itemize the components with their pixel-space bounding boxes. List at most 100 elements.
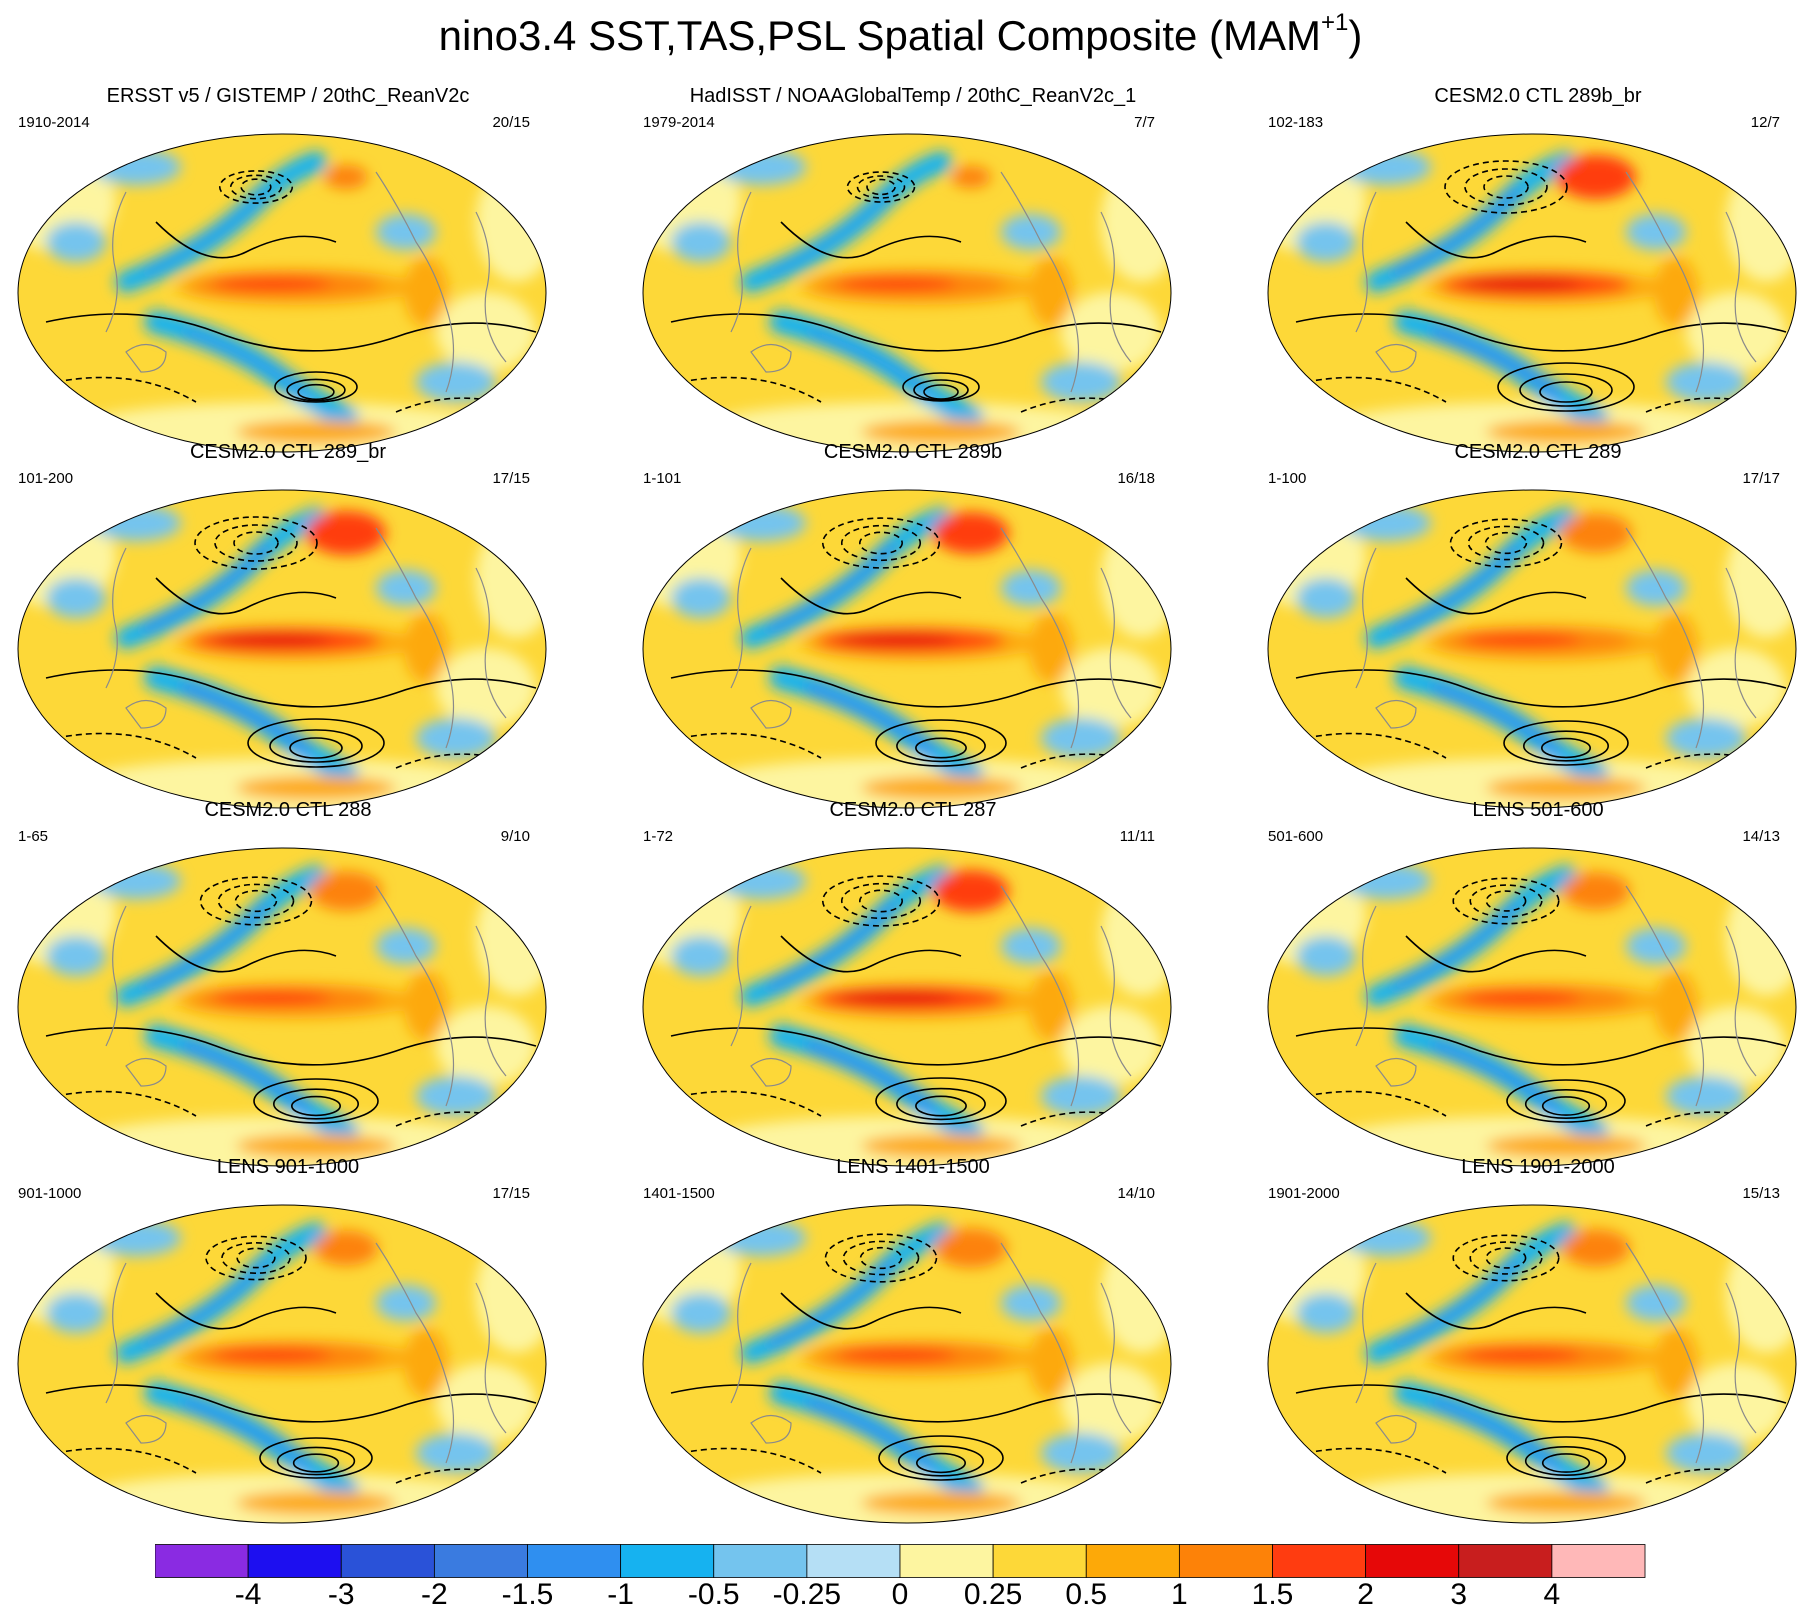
panel-years: 1-65	[18, 828, 49, 845]
coastline	[1625, 885, 1705, 1107]
colorbar-tick-label: -0.5	[687, 1578, 740, 1611]
coastlines	[105, 885, 507, 1107]
panel-years: 1-101	[643, 470, 682, 487]
warm-anomaly-core	[211, 277, 331, 291]
sst-field	[1268, 134, 1796, 452]
warm-anomaly-patch	[314, 1230, 378, 1266]
map-outline	[17, 1204, 547, 1524]
cool-anomaly-band	[1430, 1397, 1562, 1469]
psl-contour-positive	[915, 737, 967, 759]
map-panel: LENS 901-1000 901-1000 17/15	[8, 1155, 568, 1524]
coastline	[1725, 567, 1757, 719]
psl-contour-positive	[1405, 935, 1587, 973]
cool-anomaly-band	[142, 1259, 270, 1347]
warm-anomaly-patch	[1654, 613, 1698, 683]
psl-contour-negative	[55, 376, 197, 403]
psl-contour-negative	[1444, 160, 1568, 214]
map-panel: CESM2.0 CTL 289b_br 102-183 12/7	[1258, 84, 1801, 453]
anomaly-patch	[1686, 292, 1786, 372]
psl-contour-positive	[1405, 577, 1587, 615]
colorbar-swatch	[433, 1544, 528, 1578]
anomaly-patch	[1686, 1363, 1786, 1443]
psl-contour-positive	[780, 935, 962, 973]
psl-contour-positive	[1295, 669, 1787, 708]
warm-anomaly-patch	[1029, 613, 1073, 683]
map-panel: ERSST v5 / GISTEMP / 20thC_ReanV2c 1910-2…	[8, 84, 568, 453]
panel-event-count: 15/13	[1742, 1185, 1780, 1202]
colorbar-swatch	[155, 1544, 249, 1578]
psl-contour-positive	[878, 1435, 1004, 1481]
coastline	[1625, 1242, 1705, 1464]
psl-contour-negative	[1452, 877, 1560, 925]
colorbar-tick-label: -0.25	[772, 1578, 842, 1611]
psl-contour-negative	[1020, 1468, 1142, 1484]
warm-anomaly-patch	[861, 776, 1021, 800]
cool-anomaly-band	[805, 682, 937, 754]
global-map	[642, 1204, 1172, 1524]
psl-contour-positive	[913, 379, 969, 401]
coastline	[125, 699, 167, 729]
cool-anomaly-band	[180, 682, 312, 754]
psl-contour-negative	[55, 732, 197, 759]
warm-anomaly-patch	[404, 1328, 448, 1398]
map-outline	[642, 133, 1172, 453]
anomaly-patch	[436, 1363, 536, 1443]
psl-contour-positive	[1506, 1436, 1626, 1480]
psl-contours	[45, 516, 537, 769]
cool-anomaly-band	[766, 543, 896, 633]
psl-contour-positive	[875, 1077, 1007, 1125]
cool-anomaly-band	[1430, 1040, 1562, 1112]
map-panel: HadISST / NOAAGlobalTemp / 20thC_ReanV2c…	[633, 84, 1193, 453]
psl-contour-negative	[240, 178, 272, 196]
psl-contour-negative	[1464, 168, 1548, 206]
psl-contour-positive	[1522, 730, 1609, 762]
psl-contour-positive	[1524, 1446, 1608, 1477]
psl-contour-negative	[1305, 732, 1447, 759]
psl-contour-negative	[821, 875, 941, 927]
warm-anomaly-patch	[1486, 420, 1646, 444]
psl-contour-negative	[1645, 753, 1767, 769]
warm-anomaly-patch	[1562, 1229, 1630, 1267]
coastlines	[1355, 1242, 1757, 1464]
psl-contour-positive	[1539, 381, 1593, 403]
map-outline	[1267, 1204, 1797, 1524]
psl-contours	[45, 876, 537, 1127]
cool-anomaly-band	[181, 1398, 311, 1468]
coastline	[1625, 171, 1705, 393]
warm-anomaly-patch	[236, 1491, 396, 1515]
coastline	[1375, 343, 1417, 373]
cool-anomaly-band	[805, 1040, 937, 1112]
cool-anomaly-patch	[1041, 1076, 1121, 1116]
colorbar-labels: -4 -3 -2 -1.5 -1 -0.5 -0.25 0 0.25 0.5 1 1.5 2 3 4	[0, 1578, 1801, 1618]
cool-anomaly-patch	[416, 1076, 496, 1116]
psl-contour-negative	[217, 883, 295, 919]
psl-contour-positive	[1497, 362, 1635, 412]
figure-title: nino3.4 SST,TAS,PSL Spatial Composite (M…	[0, 8, 1801, 64]
coastline	[475, 567, 507, 719]
psl-contour-negative	[218, 170, 294, 204]
global-map	[1267, 133, 1797, 453]
psl-contours	[45, 170, 537, 413]
psl-contour-negative	[821, 517, 941, 569]
psl-contour-positive	[155, 577, 337, 615]
colorbar-swatch	[340, 1544, 435, 1578]
psl-contour-negative	[680, 732, 822, 759]
psl-contour-negative	[234, 889, 278, 913]
colorbar-tick-label: 4	[1543, 1578, 1561, 1611]
cool-anomaly-patch	[1041, 1433, 1121, 1473]
psl-contour-positive	[286, 378, 346, 402]
psl-contour-negative	[199, 876, 313, 926]
warm-anomaly-patch	[861, 1134, 1021, 1158]
psl-contour-negative	[1469, 1241, 1543, 1275]
map-outline	[1267, 133, 1797, 453]
cool-anomaly-patch	[1666, 1433, 1746, 1473]
coastlines	[105, 527, 507, 749]
anomaly-patch	[1686, 648, 1786, 728]
psl-contour-negative	[1645, 1111, 1767, 1127]
global-map	[1267, 1204, 1797, 1524]
colorbar-swatch	[1365, 1544, 1460, 1578]
warm-anomaly-patch	[1486, 1134, 1646, 1158]
psl-contour-positive	[45, 1384, 537, 1423]
psl-contours	[670, 171, 1162, 413]
panel-years: 501-600	[1268, 828, 1324, 845]
